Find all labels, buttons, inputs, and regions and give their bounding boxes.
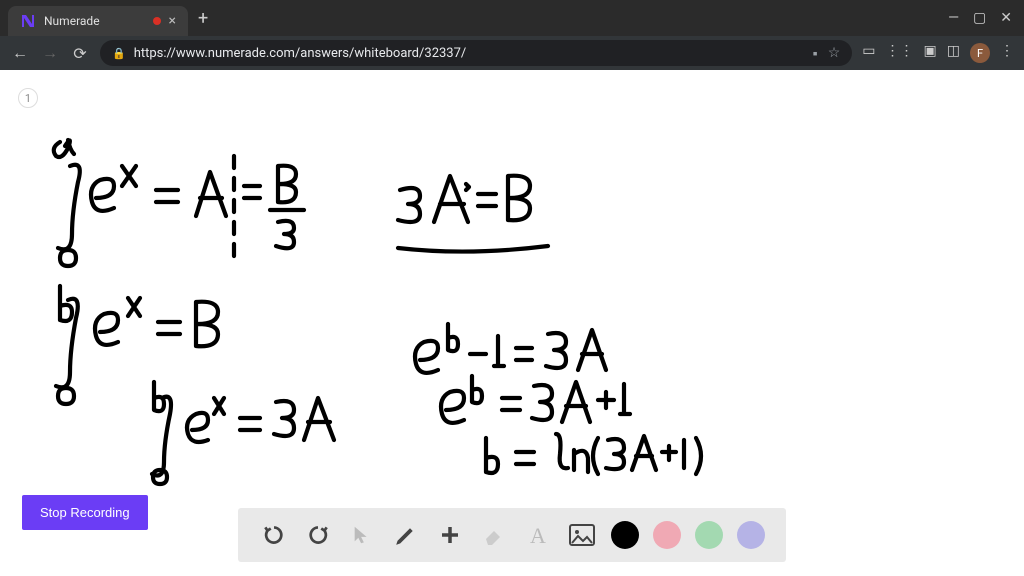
numerade-favicon [20, 13, 36, 29]
image-tool[interactable] [567, 520, 597, 550]
extension-icon-4[interactable]: ◫ [947, 43, 960, 63]
color-green[interactable] [695, 521, 723, 549]
tab-title: Numerade [44, 14, 145, 28]
recording-indicator-icon [153, 17, 161, 25]
pointer-tool[interactable] [347, 520, 377, 550]
extension-icon-2[interactable]: ⋮⋮ [886, 43, 914, 63]
maximize-icon[interactable]: ▢ [973, 10, 986, 26]
color-pink[interactable] [653, 521, 681, 549]
new-tab-button[interactable]: + [198, 8, 208, 29]
reload-button[interactable]: ⟳ [70, 44, 90, 63]
text-tool[interactable]: A [523, 520, 553, 550]
bookmark-star-icon[interactable]: ☆ [828, 45, 841, 62]
page-content: 1 [0, 70, 1024, 576]
forward-button[interactable]: → [40, 43, 60, 63]
color-lavender[interactable] [737, 521, 765, 549]
redo-button[interactable] [303, 520, 333, 550]
back-button[interactable]: ← [10, 43, 30, 63]
svg-text:A: A [530, 523, 546, 547]
extension-icons: ▭ ⋮⋮ ▣ ◫ F ⋮ [862, 43, 1014, 63]
color-black[interactable] [611, 521, 639, 549]
minimize-icon[interactable]: — [948, 10, 959, 26]
camera-icon[interactable]: ▪︎ [813, 45, 818, 62]
whiteboard-canvas[interactable] [0, 70, 1024, 576]
add-tool[interactable] [435, 520, 465, 550]
lock-icon: 🔒 [112, 47, 126, 60]
browser-tab[interactable]: Numerade × [8, 6, 188, 36]
tab-close-icon[interactable]: × [169, 13, 176, 29]
url-text: https://www.numerade.com/answers/whitebo… [134, 46, 805, 61]
close-window-icon[interactable]: ✕ [1000, 10, 1012, 26]
address-bar[interactable]: 🔒 https://www.numerade.com/answers/white… [100, 40, 852, 66]
undo-button[interactable] [259, 520, 289, 550]
browser-toolbar: ← → ⟳ 🔒 https://www.numerade.com/answers… [0, 36, 1024, 70]
whiteboard-toolbar: A [238, 508, 786, 562]
window-controls: — ▢ ✕ [948, 10, 1024, 26]
stop-recording-button[interactable]: Stop Recording [22, 495, 148, 530]
extension-icon-1[interactable]: ▭ [862, 43, 875, 63]
pen-tool[interactable] [391, 520, 421, 550]
profile-avatar[interactable]: F [970, 43, 990, 63]
menu-icon[interactable]: ⋮ [1000, 43, 1014, 63]
handwriting-layer [0, 70, 1024, 576]
eraser-tool[interactable] [479, 520, 509, 550]
window-titlebar: Numerade × + — ▢ ✕ [0, 0, 1024, 36]
extension-icon-3[interactable]: ▣ [924, 43, 937, 63]
